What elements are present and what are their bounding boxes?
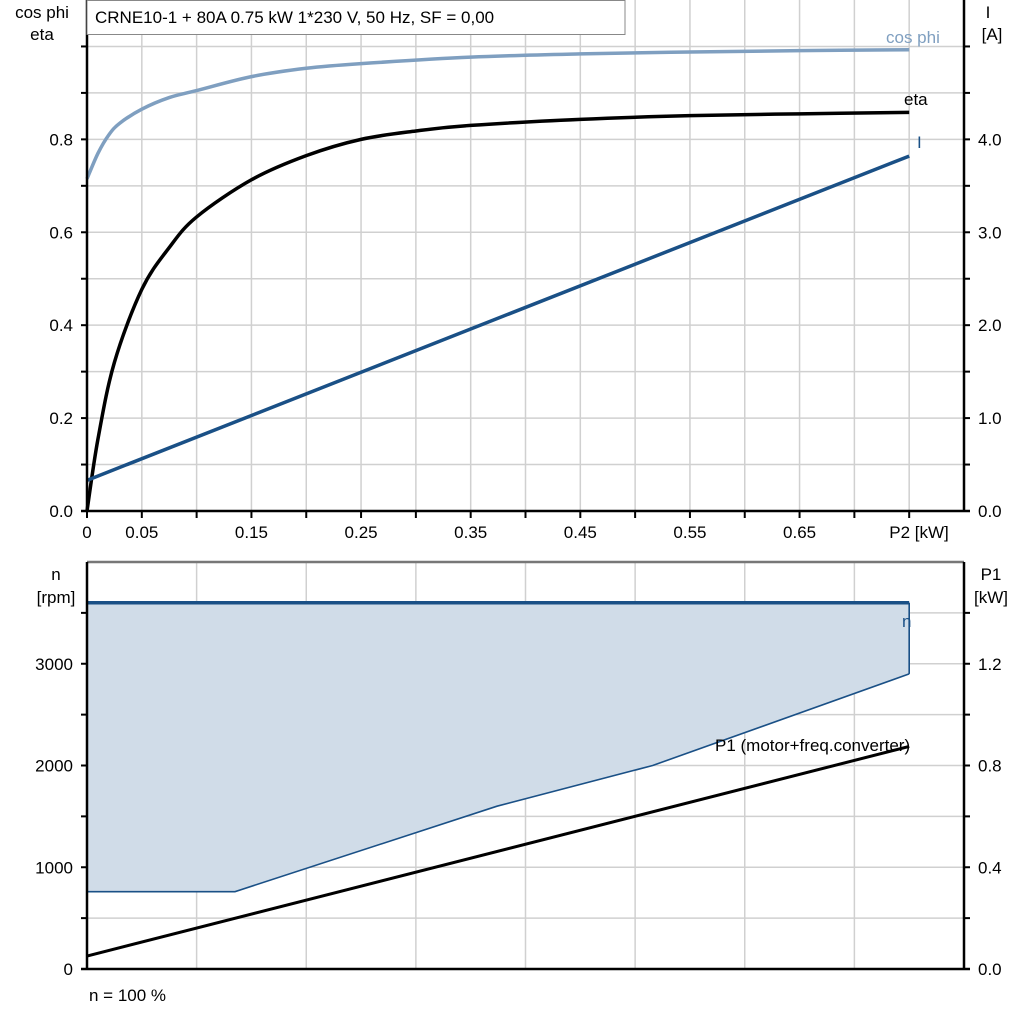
x-tick-label: 0.45 xyxy=(564,523,597,542)
series-label-n: n xyxy=(902,612,911,631)
y-tick-label-right: 3.0 xyxy=(978,223,1002,242)
chart-title: CRNE10-1 + 80A 0.75 kW 1*230 V, 50 Hz, S… xyxy=(95,8,494,27)
y-tick-label-left: 0.2 xyxy=(49,409,73,428)
series-label-I: I xyxy=(917,133,922,152)
footnote: n = 100 % xyxy=(89,986,166,1005)
y-tick-label-right: 1.2 xyxy=(978,655,1002,674)
x-tick-label: 0.25 xyxy=(345,523,378,542)
y-tick-label-left: 0 xyxy=(64,960,73,979)
y-tick-label-left: 0.8 xyxy=(49,130,73,149)
y-tick-label-right: 1.0 xyxy=(978,409,1002,428)
y-tick-label-left: 0.0 xyxy=(49,502,73,521)
y-tick-label-left: 3000 xyxy=(35,655,73,674)
right-axis-label-top-1: I xyxy=(986,3,991,22)
left-axis-label-bottom-2: [rpm] xyxy=(37,588,76,607)
x-tick-label: 0.65 xyxy=(783,523,816,542)
y-tick-label-right: 0.4 xyxy=(978,858,1002,877)
axes: 0 0.05 0.15 0.25 0.35 0.45 0.55 0.65 0.0 0.2 0.4 0.… xyxy=(35,0,1002,979)
p1-line xyxy=(86,744,910,958)
series-label-eta: eta xyxy=(904,90,928,109)
y-tick-label-right: 4.0 xyxy=(978,130,1002,149)
y-tick-label-right: 2.0 xyxy=(978,316,1002,335)
right-axis-label-bottom-2: [kW] xyxy=(974,588,1008,607)
left-axis-label-top-1: cos phi xyxy=(15,3,69,22)
left-axis-label-top-2: eta xyxy=(30,25,54,44)
right-axis-label-top-2: [A] xyxy=(982,25,1003,44)
x-tick-label: 0.35 xyxy=(454,523,487,542)
y-tick-label-left: 2000 xyxy=(35,757,73,776)
chart-marks xyxy=(85,47,910,958)
x-axis-label: P2 [kW] xyxy=(889,523,949,542)
cos-phi-line xyxy=(85,47,910,180)
x-tick-label: 0.15 xyxy=(235,523,268,542)
right-axis-label-bottom-1: P1 xyxy=(981,565,1002,584)
n-lower-limit-line xyxy=(87,673,910,893)
y-tick-label-right: 0.8 xyxy=(978,757,1002,776)
left-axis-label-bottom-1: n xyxy=(51,565,60,584)
current-line xyxy=(86,154,910,482)
y-tick-label-right: 0.0 xyxy=(978,502,1002,521)
series-label-cos-phi: cos phi xyxy=(886,28,940,47)
top-grid xyxy=(87,0,964,511)
y-tick-label-right: 0.0 xyxy=(978,960,1002,979)
n-operating-area xyxy=(87,602,910,892)
y-tick-label-left: 0.4 xyxy=(49,316,73,335)
y-tick-label-left: 0.6 xyxy=(49,223,73,242)
title-box xyxy=(86,0,626,35)
series-label-P1: P1 (motor+freq.converter) xyxy=(715,736,910,755)
x-tick-label: 0.05 xyxy=(125,523,158,542)
x-tick-label: 0.55 xyxy=(673,523,706,542)
eta-line xyxy=(85,110,910,512)
y-tick-label-left: 1000 xyxy=(35,858,73,877)
x-tick-label: 0 xyxy=(82,523,91,542)
